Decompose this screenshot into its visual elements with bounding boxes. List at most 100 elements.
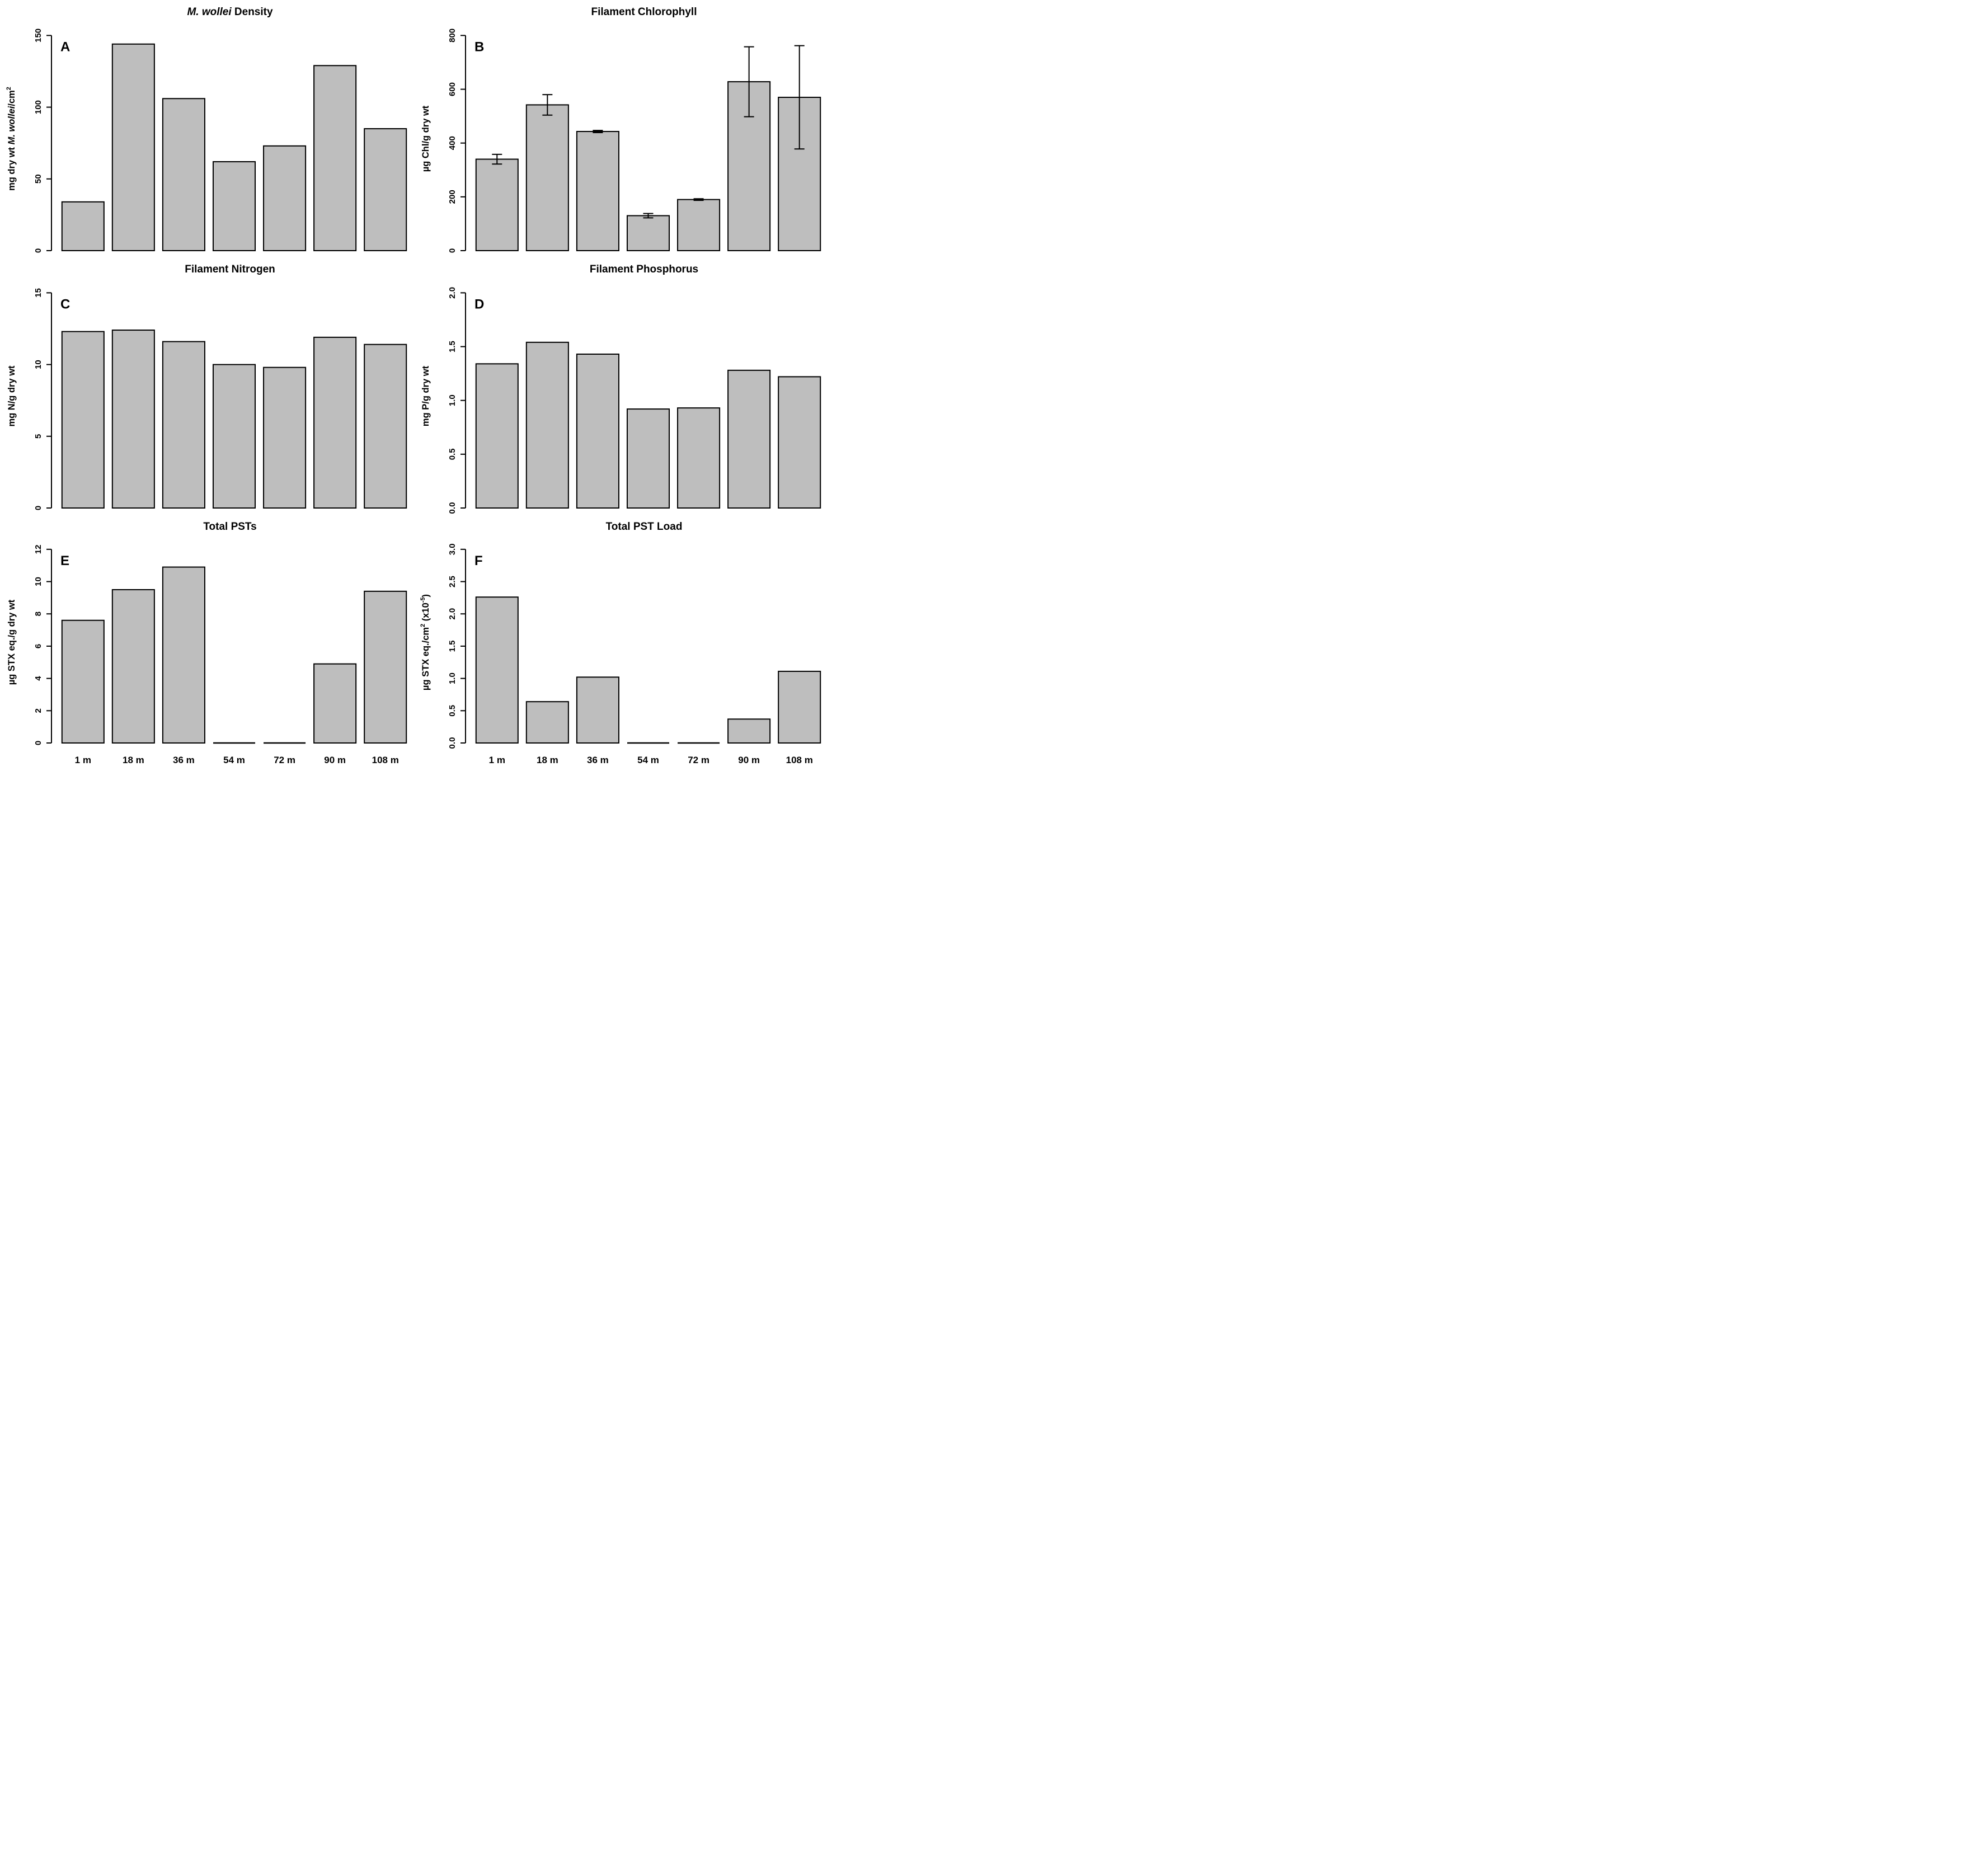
y-tick-label-0: 0 (34, 741, 43, 745)
bar-1m (475, 596, 519, 744)
bar-90m (727, 718, 771, 744)
y-tick-label-2: 4 (34, 676, 43, 681)
error-bar-18m (542, 94, 553, 116)
panel-letter: A (60, 39, 70, 54)
y-tick-label-0: 0 (34, 248, 43, 253)
panel-b-filament-chlorophyll: Filament Chlorophyll 0 200 400 600 800 µg Chl/… (414, 0, 828, 257)
x-axis-label-90m: 90 m (738, 755, 760, 765)
bar-108m (364, 590, 407, 744)
bar-72m (263, 366, 307, 509)
panel-a-m-wollei-density: M. wollei Density 0 50 100 150 mg dry wt M. w… (0, 0, 414, 257)
panel-letter: E (60, 553, 69, 568)
y-tick-label-2: 100 (34, 100, 43, 114)
y-axis-label: mg P/g dry wt (421, 365, 431, 426)
panel-c-filament-nitrogen: Filament Nitrogen 0 5 10 15 mg N/g dry wt C (0, 257, 414, 515)
y-axis-label: µg STX eq./g dry wt (7, 599, 17, 685)
y-tick-label-6: 3.0 (448, 543, 457, 555)
chart-E: Total PSTs 0 2 4 6 8 10 12 µg STX eq./g dry wt E 1… (7, 521, 407, 765)
error-bar-108m (794, 45, 805, 150)
chart-title: Total PSTs (203, 521, 256, 533)
y-axis-label: mg N/g dry wt (7, 365, 17, 427)
bar-72m (677, 407, 721, 509)
bar-36m (162, 98, 205, 251)
bar-108m (364, 128, 407, 251)
y-tick-label-0: 0.0 (448, 737, 457, 749)
chart-F: Total PST Load 0.0 0.5 1.0 1.5 2.0 2.5 3.0 µg ST… (420, 521, 821, 765)
bar-72m (263, 145, 307, 252)
bar-1m (475, 158, 519, 251)
x-axis-label-1m: 1 m (75, 755, 91, 765)
bar-18m (525, 341, 569, 509)
y-tick-label-6: 12 (34, 545, 43, 554)
error-bar-36m (593, 130, 603, 133)
bar-1m (61, 619, 105, 744)
y-tick-label-0: 0 (448, 248, 457, 253)
x-axis-label-90m: 90 m (324, 755, 346, 765)
panel-f-total-pst-load: Total PST Load 0.0 0.5 1.0 1.5 2.0 2.5 3.0 µg ST… (414, 515, 828, 780)
six-panel-bar-figure: M. wollei Density 0 50 100 150 mg dry wt M. w… (0, 0, 828, 780)
x-axis-label-54m: 54 m (223, 755, 245, 765)
bar-36m (162, 341, 205, 509)
y-tick-label-4: 2.0 (448, 287, 457, 299)
panel-letter: C (60, 297, 70, 312)
y-axis-label: µg STX eq./cm2 (x10-5) (420, 594, 431, 690)
y-axis-label: µg Chl/g dry wt (421, 105, 431, 172)
error-bar-90m (744, 46, 754, 117)
y-tick-label-1: 50 (34, 174, 43, 184)
bar-90m (313, 663, 357, 744)
y-tick-label-3: 1.5 (448, 341, 457, 352)
panel-letter: D (474, 297, 484, 312)
x-axis-label-18m: 18 m (123, 755, 144, 765)
bar-54m (626, 408, 670, 509)
bar-18m (111, 330, 155, 509)
panel-d-filament-phosphorus: Filament Phosphorus 0.0 0.5 1.0 1.5 2.0 mg P/g… (414, 257, 828, 515)
y-tick-label-0: 0 (34, 506, 43, 510)
x-axis-label-54m: 54 m (637, 755, 659, 765)
x-axis-label-108m: 108 m (372, 755, 399, 765)
y-tick-label-3: 6 (34, 644, 43, 648)
bar-1m (61, 331, 105, 509)
y-tick-label-4: 800 (448, 29, 457, 43)
y-tick-label-4: 8 (34, 612, 43, 616)
chart-title: Filament Nitrogen (185, 264, 275, 275)
y-tick-label-3: 600 (448, 82, 457, 96)
bar-90m (727, 369, 771, 509)
bar-72m (677, 199, 721, 251)
chart-A: M. wollei Density 0 50 100 150 mg dry wt M. w… (6, 6, 407, 253)
x-axis-label-36m: 36 m (587, 755, 609, 765)
bar-90m (313, 65, 357, 251)
panel-letter: B (474, 39, 484, 54)
bar-36m (162, 566, 205, 744)
chart-B: Filament Chlorophyll 0 200 400 600 800 µg Chl/… (421, 6, 821, 253)
chart-C: Filament Nitrogen 0 5 10 15 mg N/g dry wt C (7, 264, 407, 510)
y-tick-label-2: 400 (448, 136, 457, 150)
x-axis-label-108m: 108 m (786, 755, 813, 765)
bar-90m (313, 336, 357, 509)
bar-54m (212, 161, 256, 251)
bar-36m (576, 131, 619, 251)
chart-title: Total PST Load (606, 521, 683, 533)
bar-108m (778, 670, 821, 744)
panel-e-total-psts: Total PSTs 0 2 4 6 8 10 12 µg STX eq./g dry wt E 1… (0, 515, 414, 780)
bar-108m (364, 344, 407, 509)
x-axis-label-1m: 1 m (489, 755, 505, 765)
bar-36m (576, 354, 619, 509)
bar-18m (525, 701, 569, 744)
y-tick-label-1: 2 (34, 708, 43, 713)
chart-title: Filament Phosphorus (590, 264, 698, 275)
y-tick-label-1: 0.5 (448, 448, 457, 460)
x-axis-label-18m: 18 m (537, 755, 558, 765)
bar-18m (111, 43, 155, 252)
y-tick-label-5: 10 (34, 577, 43, 586)
x-axis-label-72m: 72 m (688, 755, 709, 765)
y-axis-label: mg dry wt M. wollei/cm2 (6, 87, 17, 191)
y-tick-label-1: 0.5 (448, 705, 457, 717)
y-tick-label-2: 1.0 (448, 672, 457, 684)
bar-1m (61, 201, 105, 252)
y-tick-label-3: 15 (34, 288, 43, 298)
y-tick-label-1: 200 (448, 190, 457, 204)
y-tick-label-5: 2.5 (448, 576, 457, 587)
y-tick-label-1: 5 (34, 434, 43, 439)
chart-D: Filament Phosphorus 0.0 0.5 1.0 1.5 2.0 mg P/g… (421, 264, 821, 514)
bar-1m (475, 363, 519, 509)
